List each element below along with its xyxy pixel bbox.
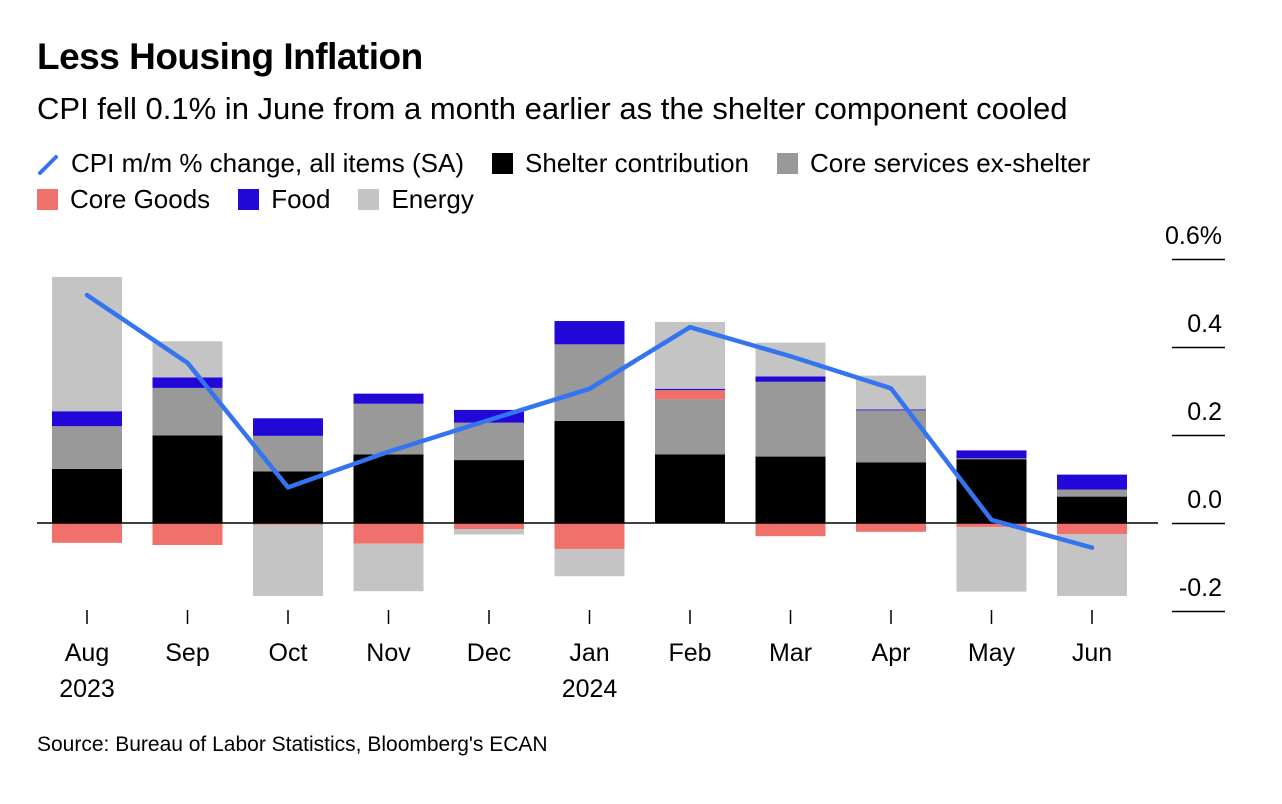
bar-food (152, 377, 223, 388)
y-tick-label: 0.6% (1165, 222, 1222, 250)
legend-swatch-core-goods (37, 188, 58, 210)
x-tick-label: Mar (769, 639, 812, 667)
bar-shelter-contribution (454, 460, 524, 523)
legend-label-core-goods: Core Goods (70, 183, 211, 214)
bar-core-goods (253, 523, 323, 525)
x-tick-sublabel: 2024 (562, 675, 618, 703)
bar-core-goods (52, 523, 122, 543)
bar-energy (1057, 534, 1127, 597)
bar-food (1057, 474, 1127, 490)
bar-energy (956, 526, 1027, 592)
legend-item-cpi: CPI m/m % change, all items (SA) (37, 148, 464, 179)
bar-core-goods (1057, 523, 1127, 534)
bar-core-services-ex-shelter (52, 426, 122, 469)
bar-core-services-ex-shelter (655, 399, 725, 455)
chart-source: Source: Bureau of Labor Statistics, Bloo… (37, 733, 548, 756)
legend-label-shelter: Shelter contribution (525, 147, 750, 178)
legend-item-core-goods: Core Goods (37, 184, 210, 215)
bar-core-services-ex-shelter (755, 381, 826, 457)
bar-core-goods (554, 523, 625, 549)
x-tick-label: Nov (366, 639, 411, 667)
bar-energy (253, 524, 323, 597)
legend-label-cpi: CPI m/m % change, all items (SA) (71, 147, 464, 178)
x-tick-label: Jan (569, 639, 609, 667)
legend-item-core-services: Core services ex-shelter (777, 148, 1090, 179)
x-tick-label: Jun (1072, 639, 1112, 667)
bar-food (856, 409, 926, 411)
y-tick-label: 0.4 (1187, 310, 1222, 338)
bar-food (52, 411, 122, 427)
legend-row: Core Goods Food Energy (37, 181, 1247, 217)
x-tick-label: Apr (872, 639, 911, 667)
bar-core-goods (655, 390, 725, 400)
bar-energy (454, 529, 524, 535)
legend-label-food: Food (271, 183, 331, 214)
legend-item-food: Food (238, 184, 330, 215)
bar-shelter-contribution (554, 420, 625, 523)
bar-core-goods (454, 523, 524, 530)
x-tick-label: Feb (668, 639, 711, 667)
bar-core-services-ex-shelter (554, 344, 625, 421)
line-legend-icon (37, 152, 59, 175)
bar-food (956, 450, 1027, 459)
bar-core-goods (353, 523, 424, 544)
bar-energy (554, 548, 625, 577)
x-tick-label: Sep (165, 639, 209, 667)
x-tick-label: Oct (269, 639, 308, 667)
legend-swatch-core-services (777, 152, 799, 174)
bar-food (253, 418, 323, 436)
chart-title: Less Housing Inflation (37, 36, 423, 77)
bar-core-goods (755, 523, 826, 537)
bar-core-services-ex-shelter (253, 435, 323, 472)
legend-line-mark (38, 155, 58, 175)
bar-food (755, 376, 826, 382)
bar-shelter-contribution (856, 462, 926, 523)
bar-core-goods (956, 523, 1027, 527)
legend-label-energy: Energy (391, 183, 474, 214)
chart-subtitle: CPI fell 0.1% in June from a month earli… (37, 91, 1068, 126)
x-tick-sublabel: 2023 (59, 675, 115, 703)
y-tick-label: 0.0 (1187, 486, 1222, 514)
legend-swatch-food (238, 188, 260, 210)
bar-core-goods (152, 523, 223, 545)
legend-item-energy: Energy (358, 183, 474, 215)
x-tick-label: Aug (65, 639, 109, 667)
legend-item-shelter: Shelter contribution (492, 148, 749, 179)
bar-shelter-contribution (655, 454, 725, 523)
x-tick-label: Dec (467, 639, 511, 667)
bar-core-services-ex-shelter (956, 458, 1027, 460)
bar-food (655, 388, 725, 391)
bar-energy (52, 277, 122, 412)
series-line-cpi-m-m-change-all-items-sa (84, 292, 1095, 550)
bar-shelter-contribution (52, 468, 122, 523)
legend-row: CPI m/m % change, all items (SA) Shelter… (37, 145, 1247, 181)
bar-food (554, 321, 625, 345)
bar-core-goods (856, 523, 926, 532)
legend-swatch-energy (358, 188, 380, 210)
bar-core-services-ex-shelter (353, 403, 424, 455)
bar-shelter-contribution (1057, 496, 1127, 523)
bar-shelter-contribution (353, 454, 424, 523)
y-tick-label: 0.2 (1187, 398, 1222, 426)
bar-food (353, 393, 424, 404)
y-tick-label: -0.2 (1179, 574, 1222, 602)
legend-swatch-shelter (492, 152, 513, 174)
legend-label-core-services: Core services ex-shelter (810, 147, 1091, 178)
bar-energy (353, 543, 424, 592)
chart-legend: CPI m/m % change, all items (SA) Shelter… (37, 145, 1247, 217)
bar-core-services-ex-shelter (1057, 489, 1127, 497)
bar-core-services-ex-shelter (152, 387, 223, 436)
bar-shelter-contribution (755, 456, 826, 523)
x-tick-label: May (968, 639, 1016, 667)
bar-shelter-contribution (152, 435, 223, 523)
